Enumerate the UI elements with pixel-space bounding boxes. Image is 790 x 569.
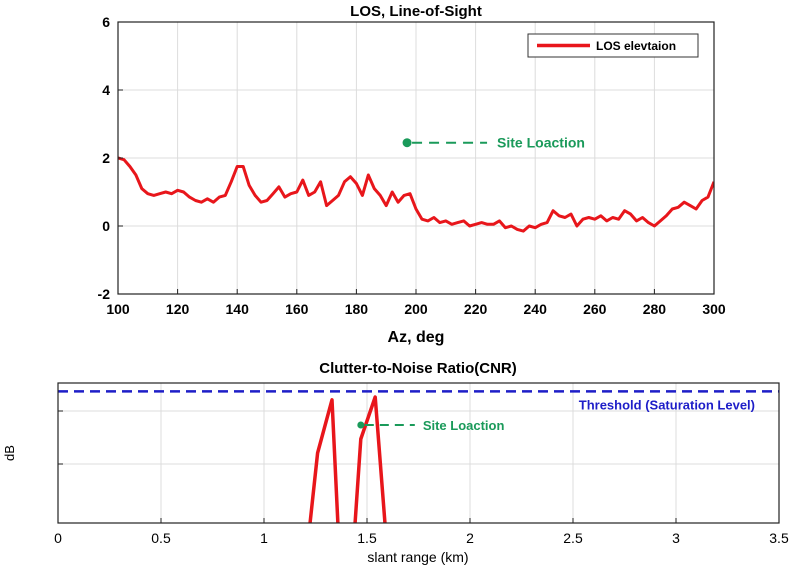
los-legend: LOS elevtaion bbox=[527, 33, 699, 58]
cnr-site-label: Site Loaction bbox=[423, 418, 505, 433]
los-x-tick-label: 280 bbox=[643, 301, 667, 317]
los-x-tick-label: 140 bbox=[226, 301, 250, 317]
los-x-tick-label: 220 bbox=[464, 301, 488, 317]
los-site-annotation: Site Loaction bbox=[402, 135, 585, 151]
cnr-threshold-label: Threshold (Saturation Level) bbox=[579, 397, 755, 412]
cnr-x-tick-label: 3.5 bbox=[769, 530, 789, 546]
cnr-series bbox=[308, 395, 387, 523]
cnr-threshold: Threshold (Saturation Level) bbox=[58, 390, 779, 412]
los-y-ticks: -2 0 2 4 6 bbox=[98, 14, 123, 302]
cnr-x-tick-label: 3 bbox=[672, 530, 680, 546]
los-x-tick-label: 300 bbox=[702, 301, 726, 317]
los-x-axis-label: Az, deg bbox=[388, 329, 445, 346]
cnr-site-marker bbox=[357, 421, 365, 429]
los-x-tick-label: 120 bbox=[166, 301, 190, 317]
cnr-plot-frame bbox=[57, 382, 780, 524]
los-x-tick-label: 180 bbox=[345, 301, 369, 317]
los-y-tick-label: 4 bbox=[102, 82, 110, 98]
cnr-y-axis-label: dB bbox=[2, 445, 17, 461]
cnr-site-annotation: Site Loaction bbox=[357, 418, 504, 433]
cnr-x-tick-label: 0.5 bbox=[151, 530, 171, 546]
cnr-x-ticks: 0 0.5 1 1.5 2 2.5 3 3.5 bbox=[54, 518, 789, 546]
los-site-marker bbox=[402, 138, 412, 148]
los-x-ticks: 100 120 140 160 180 200 220 240 260 280 300 bbox=[106, 289, 726, 317]
cnr-x-tick-label: 1.5 bbox=[357, 530, 377, 546]
los-x-tick-label: 200 bbox=[404, 301, 428, 317]
cnr-x-tick-label: 0 bbox=[54, 530, 62, 546]
los-series bbox=[118, 156, 714, 233]
cnr-series-line bbox=[308, 395, 387, 523]
los-y-tick-label: -2 bbox=[98, 286, 111, 302]
cnr-x-tick-label: 2 bbox=[466, 530, 474, 546]
cnr-x-tick-label: 2.5 bbox=[563, 530, 583, 546]
los-y-tick-label: 0 bbox=[102, 218, 110, 234]
cnr-chart: Clutter-to-Noise Ratio(CNR) Threshold (S… bbox=[2, 360, 789, 565]
los-x-tick-label: 240 bbox=[524, 301, 548, 317]
los-chart: LOS, Line-of-Sight 100 120 140 160 180 200 220… bbox=[98, 3, 726, 346]
los-x-tick-label: 100 bbox=[106, 301, 130, 317]
cnr-plot-area bbox=[58, 383, 779, 523]
cnr-chart-title: Clutter-to-Noise Ratio(CNR) bbox=[319, 360, 516, 377]
los-x-tick-label: 260 bbox=[583, 301, 607, 317]
los-legend-label: LOS elevtaion bbox=[596, 39, 676, 53]
los-y-tick-label: 2 bbox=[102, 150, 110, 166]
los-site-label: Site Loaction bbox=[497, 135, 585, 151]
los-legend-box bbox=[527, 33, 699, 58]
los-x-tick-label: 160 bbox=[285, 301, 309, 317]
los-elevation-line bbox=[118, 156, 714, 233]
cnr-x-axis-label: slant range (km) bbox=[367, 549, 468, 565]
los-y-tick-label: 6 bbox=[102, 14, 110, 30]
cnr-x-tick-label: 1 bbox=[260, 530, 268, 546]
los-chart-title: LOS, Line-of-Sight bbox=[350, 3, 482, 20]
